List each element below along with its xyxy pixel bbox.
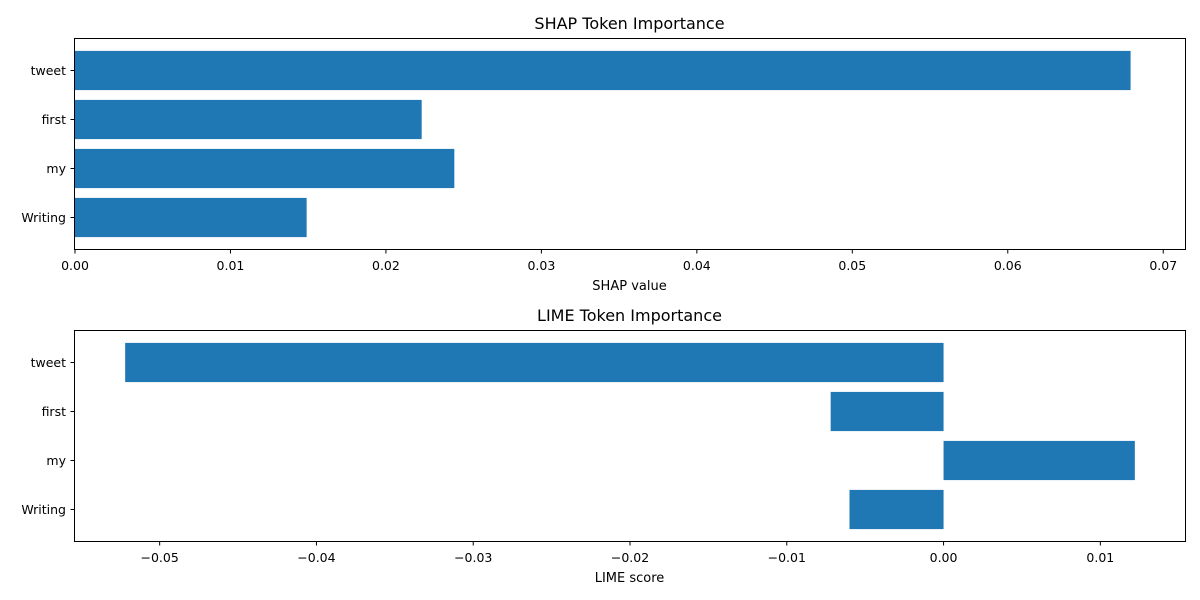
lime-bar-first <box>830 391 944 432</box>
shap-bars <box>75 50 1131 238</box>
shap-x-tick-label: 0.05 <box>838 258 866 273</box>
lime-x-tick-label: −0.04 <box>297 550 335 565</box>
shap-y-tick-label: my <box>46 161 66 176</box>
shap-bar-tweet <box>75 50 1131 91</box>
lime-x-tick-label: −0.05 <box>141 550 179 565</box>
shap-plot-frame <box>74 38 1186 250</box>
lime-chart-title: LIME Token Importance <box>537 306 722 325</box>
lime-plot-frame <box>74 330 1186 542</box>
lime-x-tick-label: −0.03 <box>454 550 492 565</box>
shap-bar-my <box>75 148 455 189</box>
shap-x-tick-label: 0.02 <box>372 258 400 273</box>
shap-x-tick-label: 0.01 <box>217 258 245 273</box>
lime-x-ticks: −0.05 −0.04 −0.03 −0.02 −0.01 0.00 0.01 <box>141 541 1114 565</box>
lime-bars <box>125 342 1135 530</box>
lime-bar-writing <box>849 489 944 530</box>
lime-x-tick-label: −0.02 <box>611 550 649 565</box>
shap-y-tick-label: tweet <box>31 63 67 78</box>
shap-x-tick-label: 0.04 <box>683 258 711 273</box>
shap-y-tick-label: first <box>42 112 67 127</box>
lime-x-tick-label: 0.01 <box>1086 550 1114 565</box>
shap-x-tick-label: 0.06 <box>994 258 1022 273</box>
shap-y-tick-label: Writing <box>21 210 66 225</box>
shap-bar-first <box>75 99 422 140</box>
lime-y-tick-label: Writing <box>21 502 66 517</box>
shap-x-ticks: 0.00 0.01 0.02 0.03 0.04 0.05 0.06 0.07 <box>61 249 1177 273</box>
shap-x-axis-label: SHAP value <box>592 279 666 294</box>
shap-bar-writing <box>75 197 307 238</box>
shap-chart: SHAP Token Importance 0.00 0.01 0.02 0.03 0.… <box>21 14 1186 294</box>
lime-x-tick-label: 0.00 <box>930 550 958 565</box>
shap-x-tick-label: 0.07 <box>1149 258 1177 273</box>
shap-x-tick-label: 0.03 <box>527 258 555 273</box>
shap-chart-title: SHAP Token Importance <box>534 14 724 33</box>
lime-x-tick-label: −0.01 <box>768 550 806 565</box>
lime-chart: LIME Token Importance −0.05 −0.04 −0.03 −0.… <box>21 306 1186 586</box>
lime-bar-tweet <box>125 342 944 383</box>
shap-x-tick-label: 0.00 <box>61 258 89 273</box>
lime-x-axis-label: LIME score <box>595 571 665 586</box>
lime-bar-my <box>943 440 1135 481</box>
lime-y-tick-label: first <box>42 404 67 419</box>
shap-y-ticks: tweet first my Writing <box>21 63 75 225</box>
lime-y-tick-label: tweet <box>31 355 67 370</box>
lime-y-tick-label: my <box>46 453 66 468</box>
lime-y-ticks: tweet first my Writing <box>21 355 75 517</box>
